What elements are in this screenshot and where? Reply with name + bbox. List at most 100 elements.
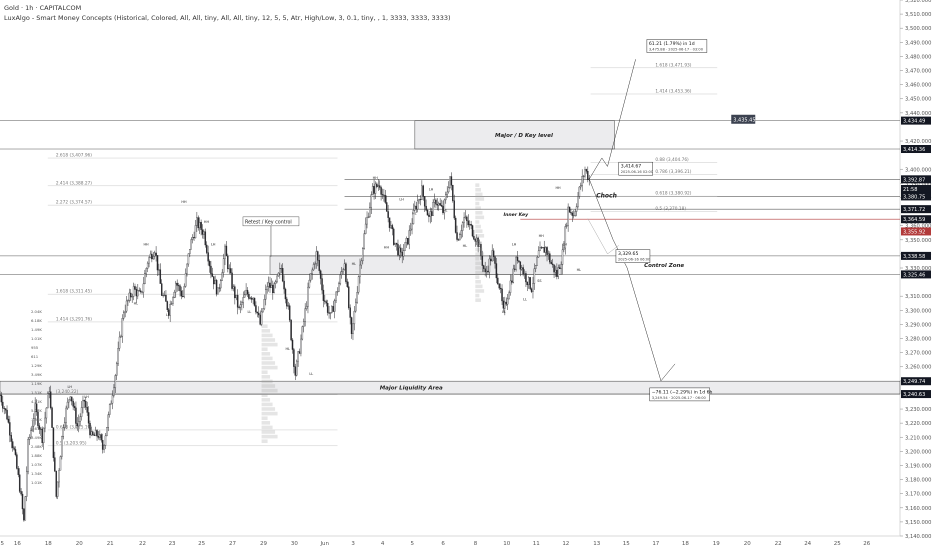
candle-body bbox=[324, 300, 326, 302]
candle-body bbox=[504, 301, 506, 309]
candle-body bbox=[177, 285, 180, 287]
candle-body bbox=[163, 294, 166, 296]
target-up-line1: 61.21 (1.79%) in 1d bbox=[649, 41, 695, 47]
fib-label: 1.618 (3,471.93) bbox=[655, 62, 691, 68]
target-up-box bbox=[646, 39, 708, 53]
candle-body bbox=[35, 403, 38, 413]
candle-body bbox=[106, 427, 108, 437]
volume-profile-bar bbox=[261, 411, 278, 416]
price-tick-label: 3,330.000 bbox=[905, 266, 931, 272]
candle-body bbox=[490, 258, 492, 262]
candle-body bbox=[238, 307, 240, 309]
candle-body bbox=[111, 395, 114, 404]
candle-body bbox=[314, 263, 316, 265]
symbol-title[interactable]: Gold · 1h · CAPITALCOM bbox=[4, 4, 82, 12]
candle-body bbox=[159, 269, 162, 284]
candle-body bbox=[183, 286, 185, 297]
volume-profile-bar bbox=[261, 407, 276, 411]
candle-body bbox=[311, 269, 313, 274]
candle-body bbox=[407, 238, 409, 245]
candle-body bbox=[530, 288, 533, 292]
candle-body bbox=[103, 445, 105, 450]
price-tick-label: 3,520.000 bbox=[905, 0, 931, 4]
candle-body bbox=[179, 285, 181, 292]
volume-profile-bar bbox=[475, 243, 481, 247]
candle-body bbox=[471, 225, 474, 237]
fib-label: 0.618 (3,215.19) bbox=[56, 424, 92, 430]
candle-body bbox=[62, 427, 65, 437]
price-tick-label: 3,230.000 bbox=[905, 407, 931, 413]
annotation-label: Retest / Key control bbox=[245, 219, 292, 225]
candle-body bbox=[94, 430, 97, 436]
candle-body bbox=[391, 225, 394, 230]
candle-body bbox=[110, 402, 112, 405]
point-a-line2: 2025-06-16 02:00 bbox=[621, 170, 654, 174]
time-label: 20 bbox=[744, 541, 751, 547]
time-label: 15 bbox=[623, 541, 630, 547]
indicator-legend[interactable]: LuxAlgo - Smart Money Concepts (Historic… bbox=[4, 14, 451, 22]
volume-profile-bar bbox=[475, 210, 483, 215]
time-label: 4 bbox=[381, 541, 385, 547]
volume-profile-bar bbox=[475, 187, 481, 192]
volume-profile-bar bbox=[475, 197, 485, 201]
candle-body bbox=[65, 407, 67, 423]
swing-label: HL bbox=[412, 211, 417, 215]
candle-body bbox=[397, 244, 399, 256]
candle-body bbox=[40, 428, 42, 430]
time-label: 11 bbox=[533, 541, 540, 547]
fib-label: 0.618 (3,380.92) bbox=[655, 191, 691, 197]
price-tick-label: 3,300.000 bbox=[905, 308, 931, 314]
candle-body bbox=[0, 394, 1, 396]
candle-body bbox=[135, 289, 138, 297]
swing-label: LH bbox=[429, 187, 434, 191]
candle-body bbox=[525, 273, 527, 283]
candle-body bbox=[366, 217, 368, 225]
time-label: 22 bbox=[775, 541, 782, 547]
price-tick-label: 3,400.000 bbox=[905, 167, 931, 173]
candle-body bbox=[544, 247, 547, 253]
volume-label: 1.31K bbox=[31, 417, 42, 422]
candle-body bbox=[556, 269, 558, 277]
price-tick-label: 3,270.000 bbox=[905, 351, 931, 357]
candle-body bbox=[414, 205, 416, 211]
candle-body bbox=[491, 250, 493, 262]
candle-body bbox=[97, 436, 100, 438]
candle-body bbox=[519, 261, 522, 270]
projection-alt bbox=[587, 218, 619, 255]
fib-label: 2.272 (3,374.57) bbox=[56, 200, 92, 206]
candle-body bbox=[288, 305, 291, 321]
volume-profile-bar bbox=[475, 293, 480, 298]
candle-body bbox=[380, 187, 382, 195]
candle-body bbox=[488, 258, 491, 273]
zone-label: Control Zone bbox=[644, 263, 684, 269]
candle-body bbox=[520, 267, 523, 270]
volume-profile-bar bbox=[261, 347, 268, 352]
candle-body bbox=[61, 436, 63, 457]
candle-body bbox=[438, 203, 440, 206]
swing-label: HL bbox=[134, 302, 139, 306]
candle-body bbox=[79, 416, 81, 422]
candle-body bbox=[325, 301, 327, 304]
candle-body bbox=[54, 457, 56, 472]
candle-body bbox=[108, 404, 111, 415]
candle-body bbox=[182, 295, 184, 297]
candle-body bbox=[201, 229, 204, 235]
candle-body bbox=[367, 216, 370, 218]
swing-label: LH bbox=[211, 242, 216, 246]
candle-body bbox=[532, 283, 534, 292]
candle-body bbox=[149, 253, 152, 258]
candle-body bbox=[138, 290, 140, 292]
point-b-line1: 3,329.65 bbox=[618, 251, 639, 257]
candle-body bbox=[373, 185, 375, 194]
candle-body bbox=[304, 308, 306, 322]
volume-profile-bar bbox=[261, 421, 271, 425]
candle-body bbox=[277, 272, 280, 277]
candle-body bbox=[207, 252, 209, 262]
candle-body bbox=[69, 396, 72, 401]
candle-body bbox=[259, 314, 261, 325]
time-label: 29 bbox=[260, 541, 267, 547]
fib-label: 2.618 (3,407.96) bbox=[56, 153, 92, 159]
candle-body bbox=[276, 275, 278, 282]
candle-body bbox=[553, 264, 555, 273]
